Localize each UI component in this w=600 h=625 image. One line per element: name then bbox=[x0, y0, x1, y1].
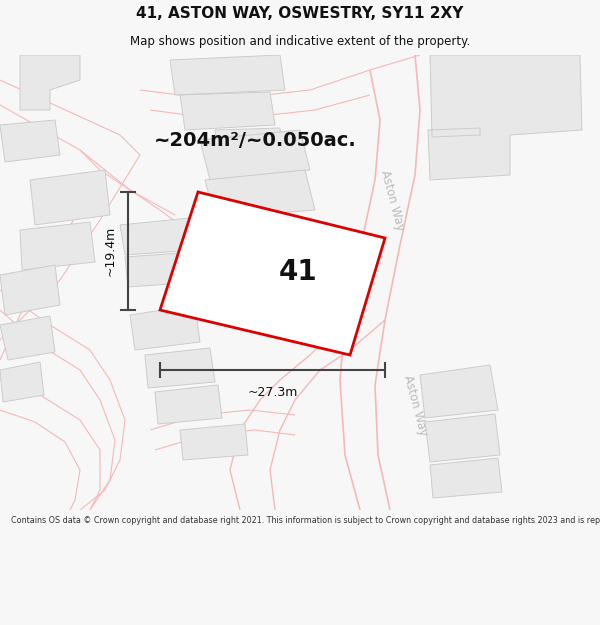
Text: ~204m²/~0.050ac.: ~204m²/~0.050ac. bbox=[154, 131, 356, 149]
Polygon shape bbox=[0, 362, 44, 402]
Polygon shape bbox=[428, 55, 582, 180]
Polygon shape bbox=[170, 55, 285, 95]
Polygon shape bbox=[180, 424, 248, 460]
Text: Aston Way: Aston Way bbox=[401, 373, 430, 437]
Polygon shape bbox=[145, 348, 215, 388]
Text: 41, ASTON WAY, OSWESTRY, SY11 2XY: 41, ASTON WAY, OSWESTRY, SY11 2XY bbox=[136, 6, 464, 21]
Polygon shape bbox=[425, 414, 500, 462]
Text: Aston Way: Aston Way bbox=[377, 168, 406, 232]
Polygon shape bbox=[430, 458, 502, 498]
Polygon shape bbox=[215, 128, 282, 160]
Text: Map shows position and indicative extent of the property.: Map shows position and indicative extent… bbox=[130, 35, 470, 48]
Text: ~27.3m: ~27.3m bbox=[247, 386, 298, 399]
Polygon shape bbox=[20, 222, 95, 270]
Polygon shape bbox=[160, 192, 385, 355]
Text: Contains OS data © Crown copyright and database right 2021. This information is : Contains OS data © Crown copyright and d… bbox=[11, 516, 600, 525]
Polygon shape bbox=[0, 265, 60, 315]
Polygon shape bbox=[20, 55, 80, 110]
Polygon shape bbox=[130, 305, 200, 350]
Polygon shape bbox=[30, 170, 110, 225]
Polygon shape bbox=[200, 130, 310, 180]
Polygon shape bbox=[0, 120, 60, 162]
Polygon shape bbox=[205, 170, 315, 218]
Polygon shape bbox=[180, 92, 275, 130]
Polygon shape bbox=[125, 252, 198, 287]
Text: 41: 41 bbox=[278, 258, 317, 286]
Polygon shape bbox=[0, 316, 55, 360]
Polygon shape bbox=[120, 218, 195, 255]
Polygon shape bbox=[420, 365, 498, 418]
Text: ~19.4m: ~19.4m bbox=[104, 226, 116, 276]
Polygon shape bbox=[155, 385, 222, 424]
